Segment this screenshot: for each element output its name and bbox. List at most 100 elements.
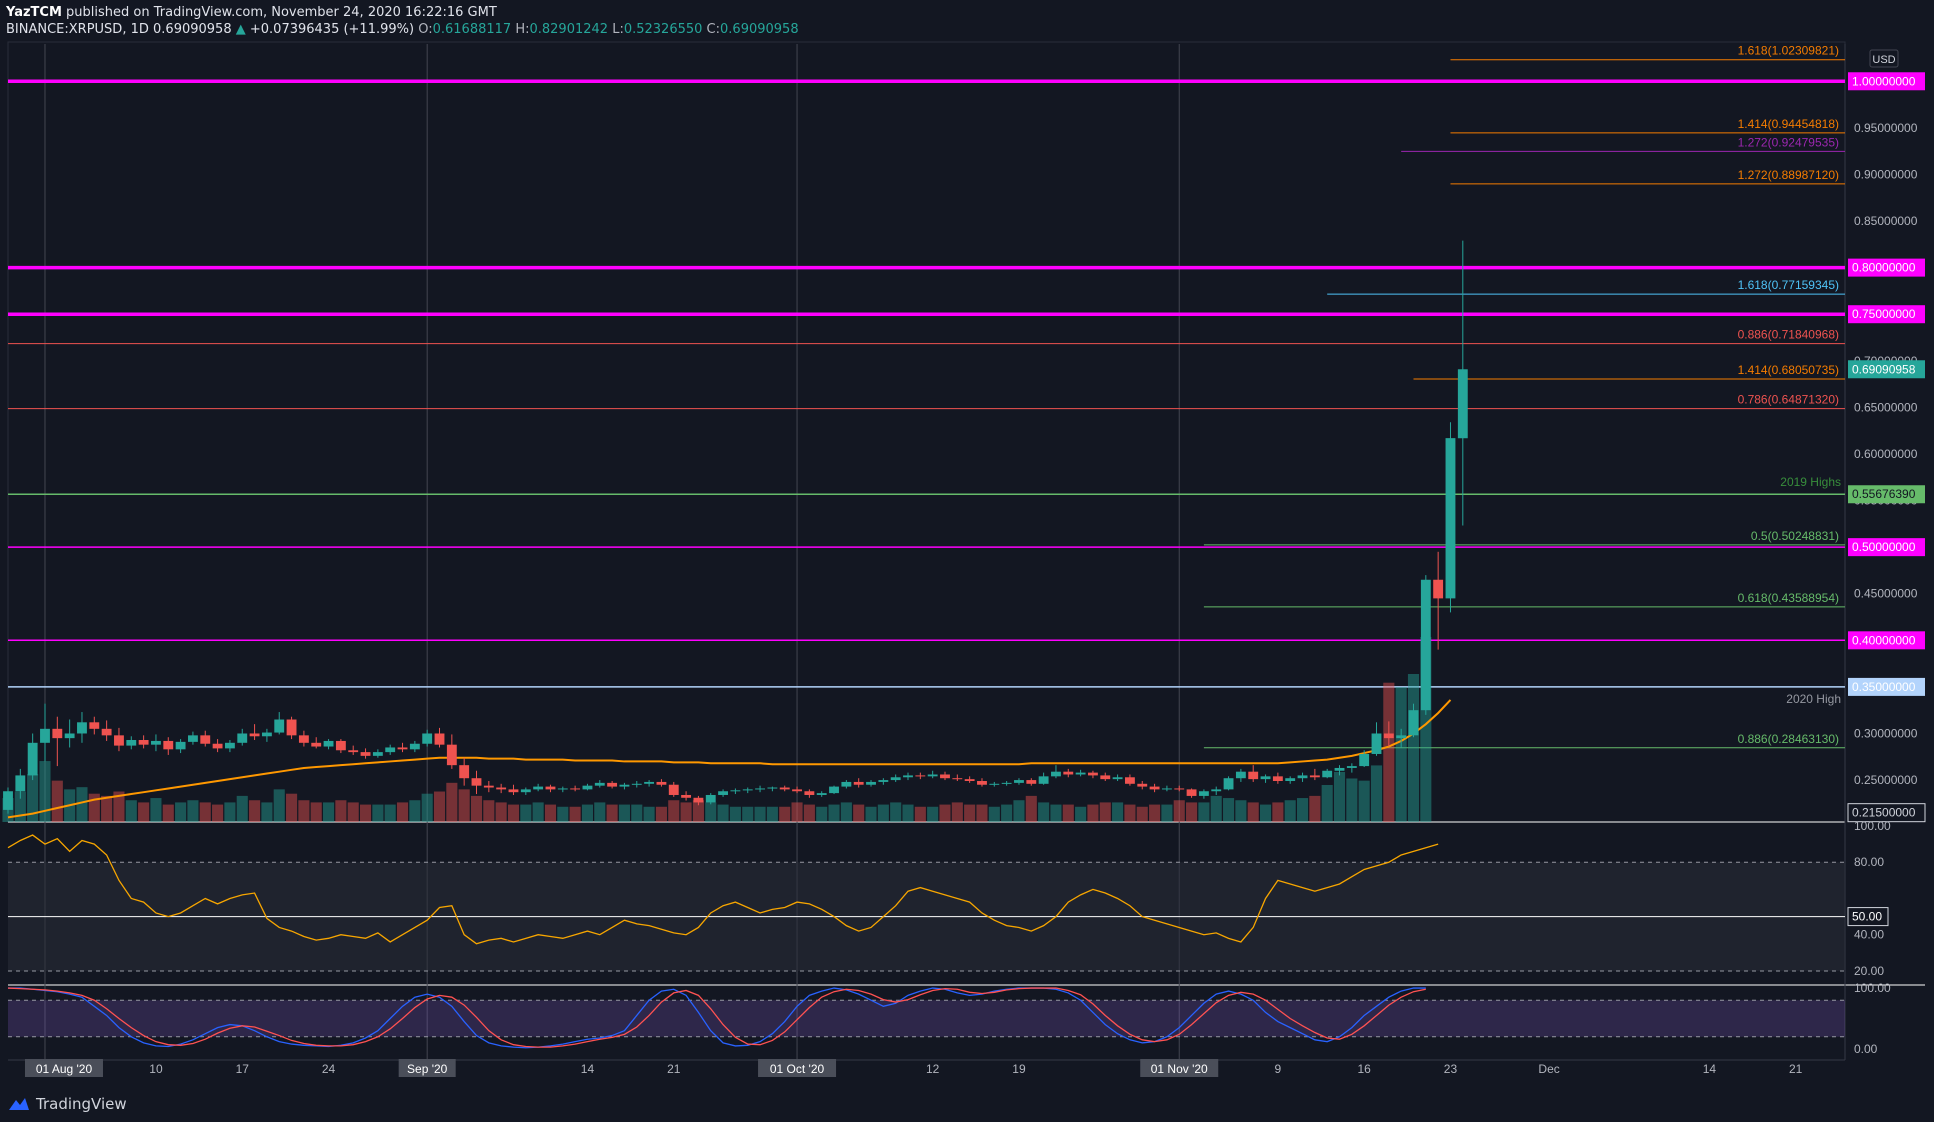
candle-body [656,781,667,785]
level-annotation: 2019 Highs [1780,475,1841,489]
volume-bar [680,802,692,822]
candle-body [1420,579,1431,711]
volume-bar [273,789,285,822]
rsi-tick-label: 100.00 [1854,819,1891,833]
volume-bar [199,802,211,822]
candle-body [1285,778,1296,782]
volume-bar [988,806,1000,822]
tradingview-branding[interactable]: TradingView [8,1094,127,1114]
level-price-badge [1848,72,1925,91]
candle-body [1396,735,1407,739]
fib-level-label: 1.414(0.68050735) [1738,363,1839,377]
candle-body [1383,733,1394,739]
candle-body [1137,783,1148,787]
candle-body [829,786,839,794]
candle-body [175,741,186,750]
volume-bar [1235,800,1247,822]
candle-body [1038,776,1049,784]
volume-bar [754,806,766,822]
candle-body [151,740,161,745]
volume-bar [1272,802,1284,822]
volume-bar [618,804,630,822]
price-label-badge-text: 0.21500000 [1852,806,1916,820]
volume-bar [717,804,729,822]
moving-average-line [7,699,1452,819]
fib-level-label: 1.272(0.88987120) [1738,168,1839,182]
volume-bar [1309,795,1321,822]
candle-body [681,794,692,798]
volume-bar [298,800,310,822]
candle-body [755,788,765,790]
candle-body [101,728,112,736]
rsi-tick-label: 80.00 [1854,855,1884,869]
volume-bar [544,804,557,822]
stoch-band [8,1000,1845,1037]
last-price: 0.69090958 [153,22,232,37]
volume-bar [446,782,458,822]
candle-body [40,728,50,743]
volume-bar [101,795,113,822]
candle-body [804,791,815,795]
time-label-box [758,1059,837,1077]
candle-body [1026,780,1037,784]
volume-bar [766,806,778,822]
volume-bar [1296,798,1309,822]
volume-bar [668,800,680,822]
candle-body [372,752,383,756]
volume-bar [1259,804,1272,822]
price-label-badge-text: 0.69090958 [1852,362,1916,376]
candle-body [619,784,630,787]
volume-bar [88,793,100,822]
time-axis-label: 9 [1275,1062,1282,1076]
publisher-name[interactable]: YazTCM [6,5,62,20]
symbol-name[interactable]: BINANCE:XRPUSD, 1D [6,22,149,37]
volume-bar [236,795,248,822]
candle-body [471,778,482,786]
volume-bar [1198,802,1210,822]
volume-bar [1186,802,1198,822]
candle-body [1297,775,1308,779]
candle-body [1014,780,1024,783]
volume-bar [224,802,236,822]
candle-body [668,784,679,795]
candle-body [126,740,137,746]
level-price-badge [1848,305,1925,324]
volume-bar [1136,806,1148,822]
time-axis-label: 19 [1012,1062,1026,1076]
volume-bar [187,800,199,822]
volume-bar [631,804,643,822]
up-triangle-icon: ▲ [235,22,246,37]
volume-bar [557,806,569,822]
volume-bar [421,793,433,822]
time-axis-label: 24 [322,1062,336,1076]
fib-level-label: 0.786(0.64871320) [1738,393,1839,407]
volume-bar [1099,802,1111,822]
currency-label: USD [1872,54,1895,66]
candle-body [1322,770,1333,778]
volume-bar [372,804,384,822]
volume-bar [1420,637,1432,822]
time-label-box [24,1059,103,1077]
candle-body [607,782,618,787]
chart-header: YazTCM published on TradingView.com, Nov… [6,4,799,38]
volume-bar [976,804,988,822]
low-value: 0.52326550 [623,22,703,37]
volume-bar [409,800,421,822]
volume-bar [1050,804,1062,822]
level-price-badge-text: 0.50000000 [1852,540,1916,554]
candle-body [952,778,963,780]
volume-bar [1407,674,1420,822]
candle-body [249,733,260,737]
candle-body [693,797,704,803]
candle-body [816,793,827,795]
time-axis-label: 12 [926,1062,940,1076]
volume-bar [1333,771,1346,822]
candle-body [890,777,901,781]
fib-level-label: 0.886(0.28463130) [1738,732,1839,746]
candle-body [89,722,100,729]
price-label-badge [1848,485,1925,504]
level-price-badge-text: 1.00000000 [1852,74,1916,88]
fib-level-label: 0.886(0.71840968) [1738,328,1839,342]
candle-body [1075,772,1086,775]
